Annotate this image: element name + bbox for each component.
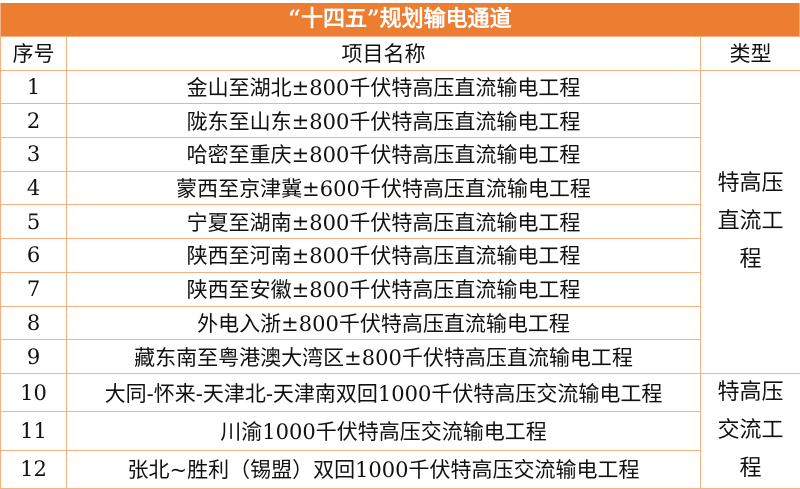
row-project-name: 哈密至重庆±800千伏特高压直流输电工程 — [67, 138, 701, 172]
header-index: 序号 — [1, 37, 67, 71]
row-type: 特高压直流工程 — [701, 70, 800, 373]
row-project-name: 张北~胜利（锡盟）双回1000千伏特高压交流输电工程 — [67, 450, 701, 488]
row-index: 3 — [1, 138, 67, 172]
row-index: 7 — [1, 272, 67, 306]
row-index: 9 — [1, 340, 67, 374]
row-project-name: 大同-怀来-天津北-天津南双回1000千伏特高压交流输电工程 — [67, 373, 701, 411]
table-title: “十四五”规划输电通道 — [0, 3, 800, 36]
row-project-name: 宁夏至湖南±800千伏特高压直流输电工程 — [67, 205, 701, 239]
row-project-name: 川渝1000千伏特高压交流输电工程 — [67, 412, 701, 450]
header-name: 项目名称 — [67, 37, 701, 71]
row-index: 11 — [1, 412, 67, 450]
row-index: 1 — [1, 70, 67, 104]
row-index: 10 — [1, 373, 67, 411]
row-project-name: 蒙西至京津冀±600千伏特高压直流输电工程 — [67, 171, 701, 205]
row-index: 6 — [1, 239, 67, 273]
row-index: 5 — [1, 205, 67, 239]
row-index: 4 — [1, 171, 67, 205]
row-project-name: 陇东至山东±800千伏特高压直流输电工程 — [67, 104, 701, 138]
row-project-name: 外电入浙±800千伏特高压直流输电工程 — [67, 306, 701, 340]
row-project-name: 陕西至安徽±800千伏特高压直流输电工程 — [67, 272, 701, 306]
row-project-name: 陕西至河南±800千伏特高压直流输电工程 — [67, 239, 701, 273]
row-index: 2 — [1, 104, 67, 138]
row-index: 8 — [1, 306, 67, 340]
row-project-name: 藏东南至粤港澳大湾区±800千伏特高压直流输电工程 — [67, 340, 701, 374]
row-project-name: 金山至湖北±800千伏特高压直流输电工程 — [67, 70, 701, 104]
header-row: 序号 项目名称 类型 — [1, 37, 800, 71]
header-type: 类型 — [701, 37, 800, 71]
row-type: 特高压交流工程 — [701, 373, 800, 488]
row-index: 12 — [1, 450, 67, 488]
